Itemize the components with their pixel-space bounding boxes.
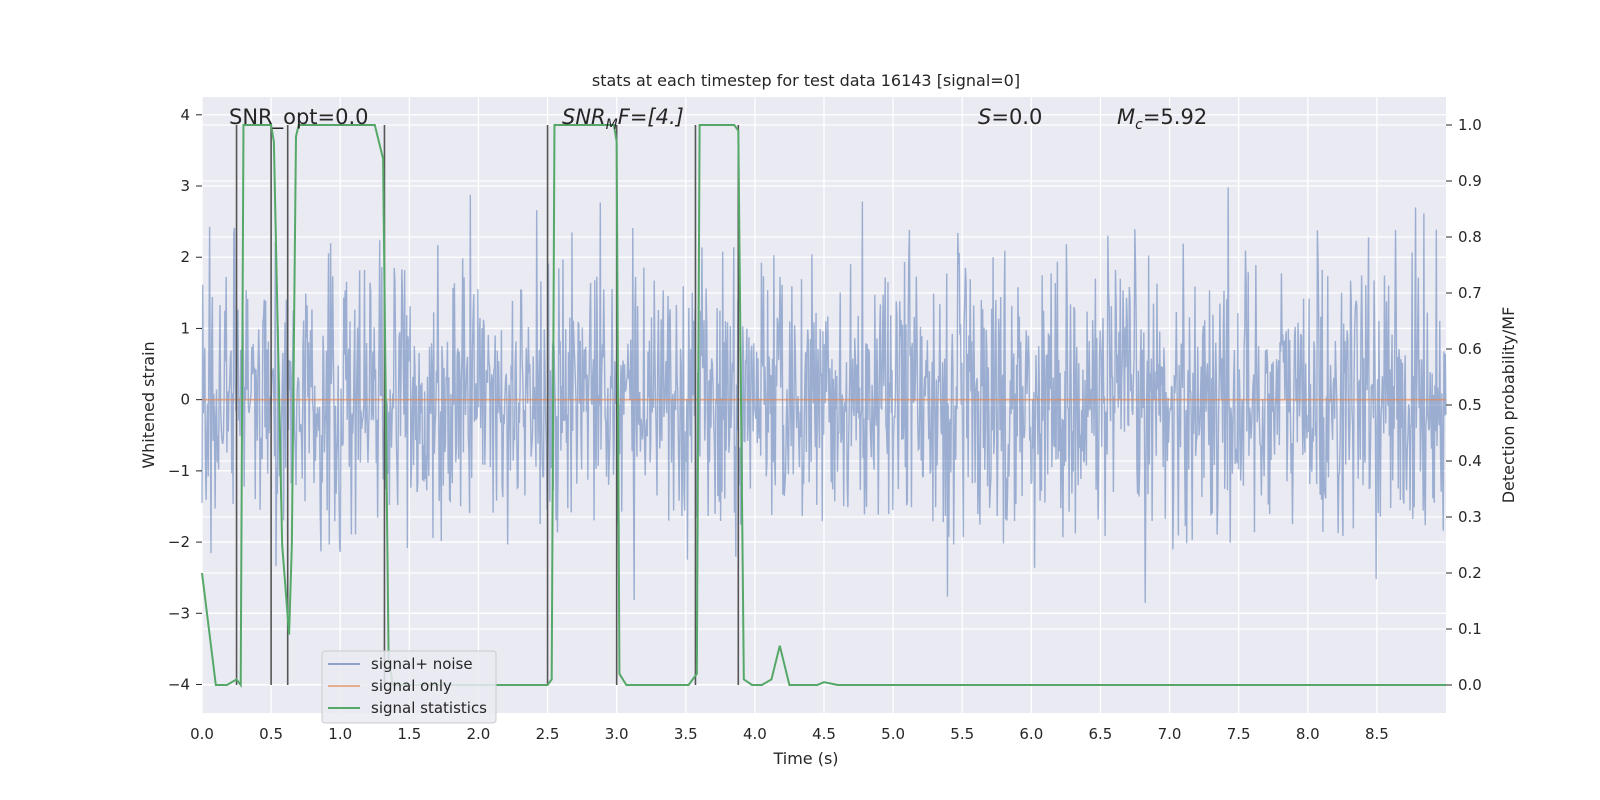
y2-tick-label-9: 0.9 xyxy=(1458,172,1482,190)
x-tick-label-3: 1.5 xyxy=(397,725,421,743)
legend-entry-signal-only: signal only xyxy=(371,677,452,695)
x-tick-label-4: 2.0 xyxy=(467,725,491,743)
legend: signal+ noise signal only signal statist… xyxy=(321,650,497,724)
y2-tick-label-1: 0.1 xyxy=(1458,620,1482,638)
y2-tick-label-7: 0.7 xyxy=(1458,284,1482,302)
y2-tick-label-0: 0.0 xyxy=(1458,676,1482,694)
y2-tick-label-10: 1.0 xyxy=(1458,116,1482,134)
x-axis-label: Time (s) xyxy=(772,749,838,768)
y-tick-label-5: 1 xyxy=(180,319,190,337)
y-tick-label-3: −1 xyxy=(168,462,190,480)
x-tick-label-2: 1.0 xyxy=(328,725,352,743)
x-tick-label-16: 8.0 xyxy=(1296,725,1320,743)
x-tick-label-1: 0.5 xyxy=(259,725,283,743)
y2-axis-label: Detection probability/MF xyxy=(1499,307,1518,504)
x-tick-label-13: 6.5 xyxy=(1089,725,1113,743)
y2-tick-label-6: 0.6 xyxy=(1458,340,1482,358)
x-tick-label-8: 4.0 xyxy=(743,725,767,743)
x-tick-label-14: 7.0 xyxy=(1158,725,1182,743)
x-tick-label-0: 0.0 xyxy=(190,725,214,743)
y2-tick-label-5: 0.5 xyxy=(1458,396,1482,414)
x-tick-label-17: 8.5 xyxy=(1365,725,1389,743)
x-tick-label-15: 7.5 xyxy=(1227,725,1251,743)
y-axis-label: Whitened strain xyxy=(139,341,158,468)
legend-entry-statistics: signal statistics xyxy=(371,699,487,717)
y2-axis-ticks: 0.0 0.1 0.2 0.3 0.4 0.5 0.6 0.7 0.8 0.9 1.0 xyxy=(1446,116,1482,694)
annotation-mc: Mc=5.92 xyxy=(1117,105,1207,133)
y-tick-label-7: 3 xyxy=(180,177,190,195)
chart-title: stats at each timestep for test data 161… xyxy=(592,71,1020,90)
x-tick-label-12: 6.0 xyxy=(1019,725,1043,743)
series-signal-plus-noise xyxy=(201,187,1447,603)
y2-tick-label-4: 0.4 xyxy=(1458,452,1482,470)
x-axis-ticks: 0.0 0.5 1.0 1.5 2.0 2.5 3.0 3.5 4.0 4.5 5.0 5.5 6.0 6… xyxy=(190,725,1389,743)
y2-tick-label-2: 0.2 xyxy=(1458,564,1482,582)
y2-tick-label-8: 0.8 xyxy=(1458,228,1482,246)
y-axis-ticks: −4 −3 −2 −1 0 1 2 3 4 xyxy=(168,106,202,694)
x-tick-label-5: 2.5 xyxy=(536,725,560,743)
y-tick-label-1: −3 xyxy=(168,604,190,622)
y2-tick-label-3: 0.3 xyxy=(1458,508,1482,526)
y-tick-label-2: −2 xyxy=(168,533,190,551)
legend-box xyxy=(321,650,497,724)
series-signal-statistics xyxy=(201,124,1446,689)
x-tick-label-11: 5.5 xyxy=(950,725,974,743)
y-tick-label-6: 2 xyxy=(180,248,190,266)
statistics-line xyxy=(201,124,1446,689)
annotation-s: S=0.0 xyxy=(978,105,1042,129)
y-tick-label-8: 4 xyxy=(180,106,190,124)
noise-trace xyxy=(201,187,1447,603)
legend-entry-noise: signal+ noise xyxy=(371,655,473,673)
annotation-snr-mf: SNRMF=[4.] xyxy=(562,105,684,133)
y-tick-label-0: −4 xyxy=(168,676,190,694)
vertical-markers xyxy=(235,125,740,685)
y-tick-label-4: 0 xyxy=(180,391,190,409)
annotation-snr-opt: SNR_opt=0.0 xyxy=(229,105,369,130)
x-tick-label-6: 3.0 xyxy=(605,725,629,743)
x-tick-label-7: 3.5 xyxy=(674,725,698,743)
x-tick-label-10: 5.0 xyxy=(881,725,905,743)
x-tick-label-9: 4.5 xyxy=(812,725,836,743)
